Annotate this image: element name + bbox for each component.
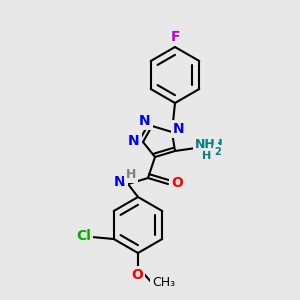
Text: N: N xyxy=(114,175,126,189)
Text: N: N xyxy=(139,114,151,128)
Text: N: N xyxy=(173,122,185,136)
Text: H: H xyxy=(126,167,136,181)
Text: N: N xyxy=(114,175,126,189)
Text: H: H xyxy=(126,167,136,181)
Text: H: H xyxy=(205,150,214,160)
Text: O: O xyxy=(131,268,143,282)
Text: 2: 2 xyxy=(214,147,221,157)
Text: CH₃: CH₃ xyxy=(152,277,176,290)
Text: N: N xyxy=(139,114,151,128)
Text: F: F xyxy=(171,30,181,44)
Text: Cl: Cl xyxy=(76,229,91,243)
Text: H: H xyxy=(202,151,211,161)
Text: N: N xyxy=(173,122,185,136)
Text: F: F xyxy=(171,30,181,44)
Text: N: N xyxy=(128,134,140,148)
Text: O: O xyxy=(171,176,183,190)
Text: Cl: Cl xyxy=(76,229,91,243)
Text: NH: NH xyxy=(203,137,224,151)
Text: CH₃: CH₃ xyxy=(152,277,176,290)
Text: 2: 2 xyxy=(216,146,223,156)
Text: O: O xyxy=(171,176,183,190)
Text: NH: NH xyxy=(195,139,215,152)
Text: N: N xyxy=(128,134,140,148)
Text: O: O xyxy=(131,268,143,282)
